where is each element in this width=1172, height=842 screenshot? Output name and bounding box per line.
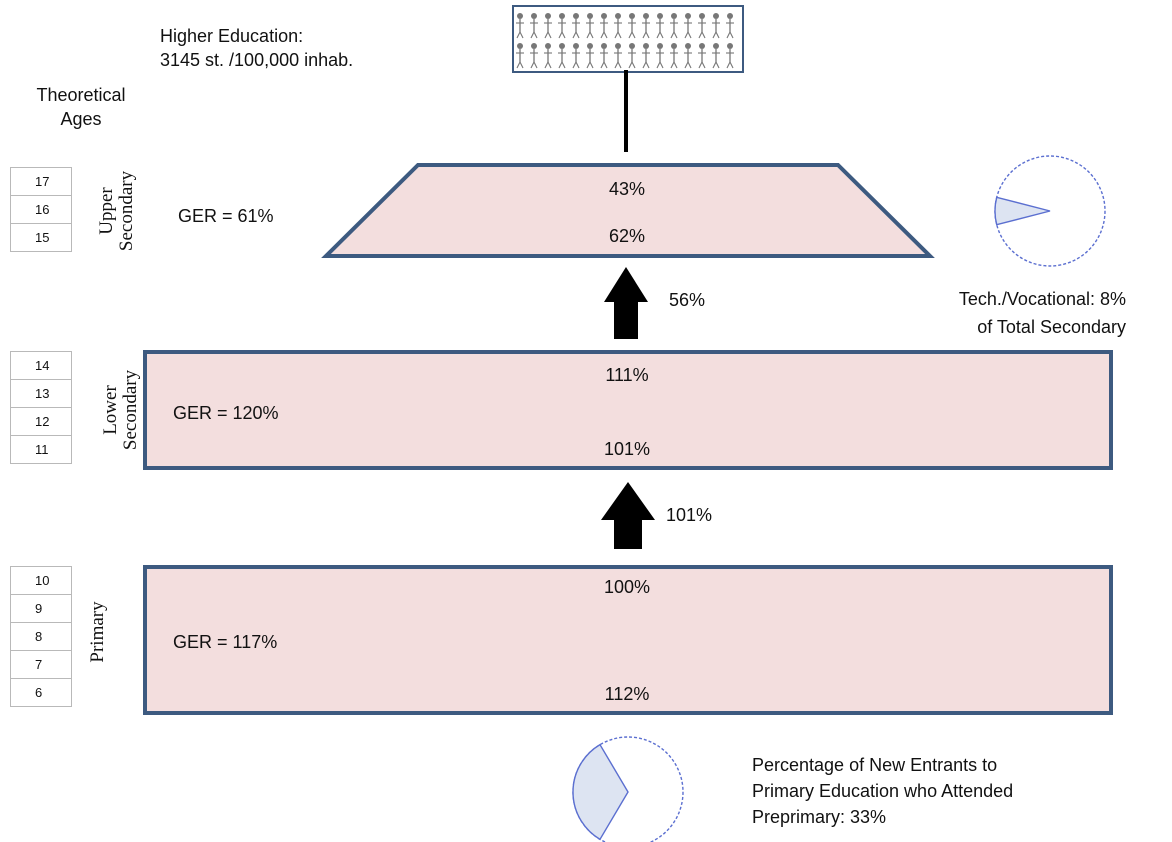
upper-secondary-label-line1: Upper [96, 187, 117, 235]
higher-education-value: 3145 st. /100,000 inhab. [160, 50, 354, 70]
age-cell: 12 [10, 407, 72, 436]
age-cell: 8 [10, 622, 72, 651]
tech-vocational-pie-slice [994, 196, 1051, 226]
age-cell: 10 [10, 566, 72, 595]
upper-secondary-top-value: 43% [608, 179, 646, 199]
primary-top-value: 100% [603, 577, 651, 597]
upper-secondary-ger: GER = 61% [178, 206, 274, 226]
preprimary-pie-slice [572, 743, 629, 841]
primary-ages: 10 9 8 7 6 [10, 566, 72, 707]
primary-ger: GER = 117% [173, 632, 278, 652]
primary-box [143, 565, 1113, 715]
lower-secondary-box [143, 350, 1113, 470]
theoretical-ages-line1: Theoretical [36, 85, 126, 105]
upper-secondary-label: Upper Secondary [96, 170, 137, 252]
age-cell: 6 [10, 678, 72, 707]
lower-secondary-ger: GER = 120% [173, 403, 279, 423]
lower-secondary-top-value: 111% [605, 365, 649, 385]
higher-education-label: Higher Education: 3145 st. /100,000 inha… [160, 24, 353, 72]
primary-label: Primary [87, 601, 108, 663]
age-cell: 11 [10, 435, 72, 464]
age-cell: 17 [10, 167, 72, 196]
arrow-up-icon [601, 482, 655, 549]
upper-secondary-bottom-value: 62% [608, 226, 646, 246]
lower-secondary-label: Lower Secondary [100, 369, 141, 451]
preprimary-pie [572, 736, 684, 842]
lower-secondary-label-line2: Secondary [120, 369, 141, 451]
theoretical-ages-line2: Ages [60, 109, 102, 129]
tech-vocational-line1: Tech./Vocational: 8% [958, 289, 1126, 309]
age-cell: 14 [10, 351, 72, 380]
upper-secondary-box [321, 163, 935, 258]
transition-primary-to-lower: 101% [666, 505, 713, 525]
age-cell: 16 [10, 195, 72, 224]
tech-vocational-label: Tech./Vocational: 8% of Total Secondary [940, 287, 1126, 339]
tech-vocational-pie [994, 155, 1106, 267]
theoretical-ages-heading: Theoretical Ages [22, 83, 140, 131]
upper-secondary-label-line2: Secondary [116, 170, 137, 252]
age-cell: 15 [10, 223, 72, 252]
preprimary-line1: Percentage of New Entrants to [752, 755, 998, 775]
preprimary-line3: Preprimary: 33% [752, 807, 887, 827]
transition-lower-to-upper: 56% [669, 290, 706, 310]
arrow-up-icon [604, 267, 648, 339]
higher-education-title: Higher Education: [160, 26, 304, 46]
students-icon [512, 5, 744, 73]
primary-bottom-value: 112% [604, 684, 650, 704]
primary-label-text: Primary [87, 601, 108, 663]
tech-vocational-line2: of Total Secondary [977, 317, 1126, 337]
age-cell: 13 [10, 379, 72, 408]
lower-secondary-bottom-value: 101% [603, 439, 651, 459]
age-cell: 7 [10, 650, 72, 679]
upper-secondary-ages: 17 16 15 [10, 167, 72, 252]
preprimary-line2: Primary Education who Attended [752, 781, 1014, 801]
lower-secondary-label-line1: Lower [100, 385, 121, 435]
age-cell: 9 [10, 594, 72, 623]
preprimary-label: Percentage of New Entrants to Primary Ed… [752, 752, 1013, 830]
lower-secondary-ages: 14 13 12 11 [10, 351, 72, 464]
